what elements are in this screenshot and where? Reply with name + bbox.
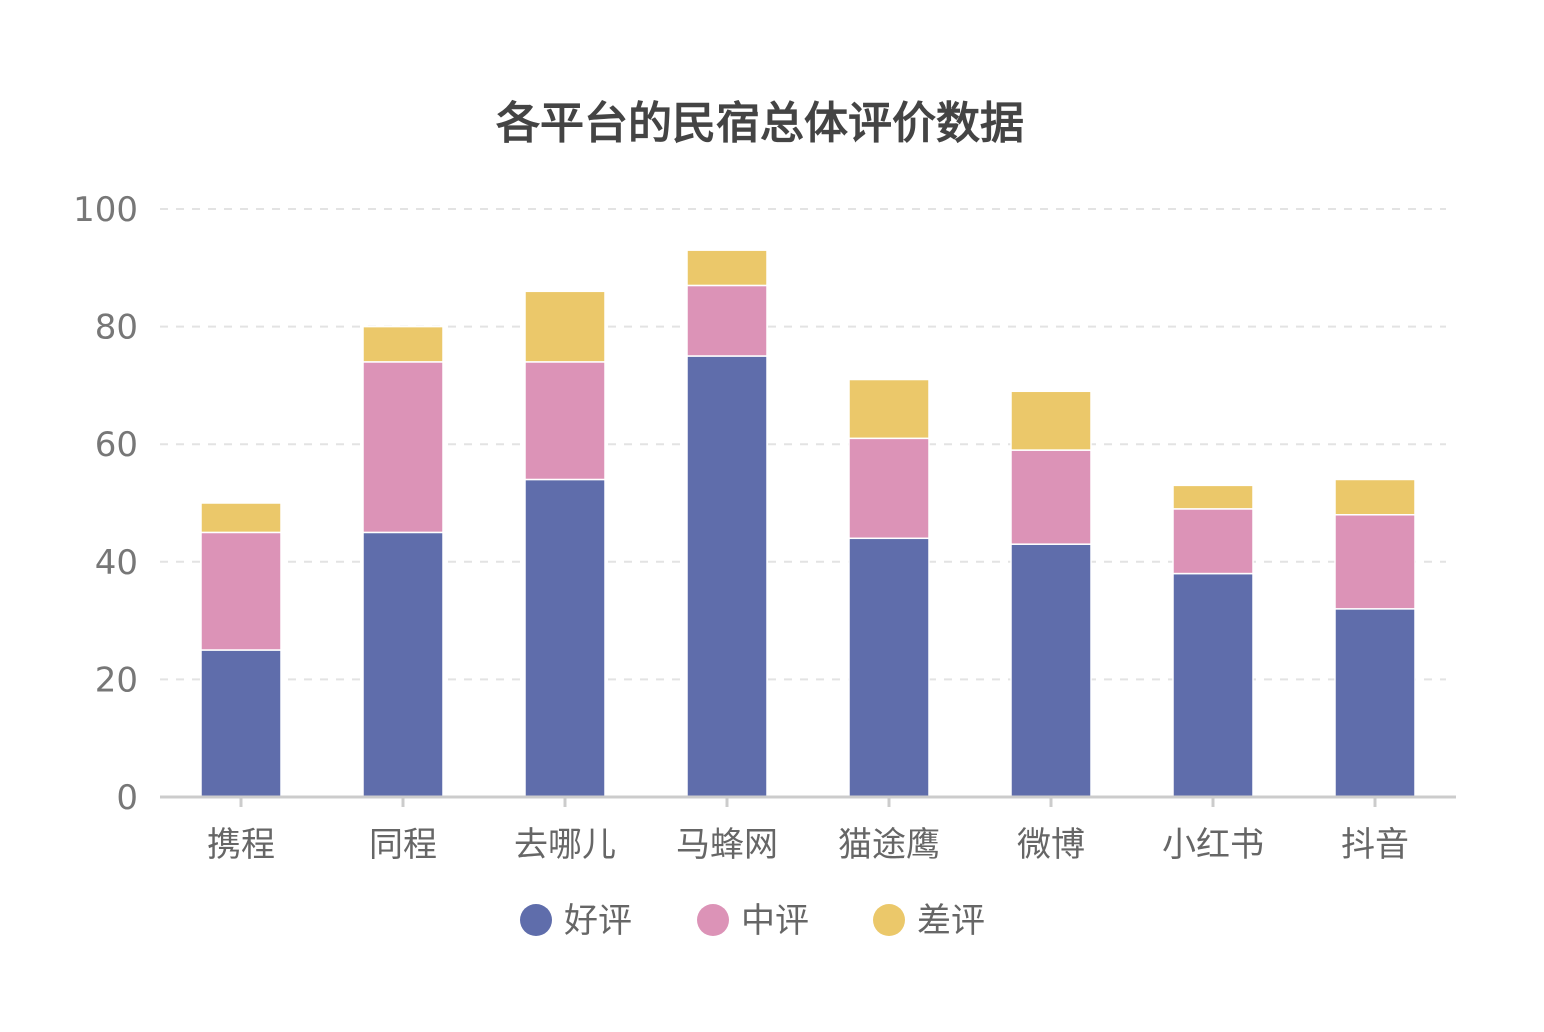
legend-label-差评: 差评: [917, 901, 985, 941]
bar-segment-好评-猫途鹰: [848, 537, 930, 798]
x-axis-ticks: 携程 同程 去哪儿 马蜂网 猫途鹰 微博 小红书 抖音: [207, 797, 1409, 865]
bar-segment-中评-小红书: [1172, 508, 1254, 575]
y-tick-label: 20: [95, 660, 138, 700]
x-tick-label: 小红书: [1162, 825, 1264, 865]
bar-segment-好评-携程: [200, 649, 282, 798]
x-tick-label: 马蜂网: [676, 825, 778, 865]
bar-segment-中评-携程: [200, 531, 282, 651]
chart-title: 各平台的民宿总体评价数据: [496, 98, 1024, 149]
bar-segment-中评-同程: [362, 361, 444, 534]
legend-label-中评: 中评: [741, 901, 809, 941]
y-tick-label: 60: [95, 425, 138, 465]
bar-segment-好评-微博: [1010, 543, 1092, 798]
bar-segment-好评-去哪儿: [524, 478, 606, 798]
legend-swatch-差评: [873, 904, 905, 936]
bar-segment-好评-抖音: [1334, 608, 1416, 798]
x-tick-label: 猫途鹰: [838, 825, 940, 865]
bar-segment-中评-去哪儿: [524, 361, 606, 481]
x-tick-label: 同程: [369, 825, 437, 865]
bar-segment-差评-猫途鹰: [848, 378, 930, 440]
legend-swatch-好评: [520, 904, 552, 936]
bar-segment-差评-抖音: [1334, 478, 1416, 516]
bar-segment-差评-小红书: [1172, 484, 1254, 510]
bar-segment-差评-同程: [362, 325, 444, 363]
bar-segment-差评-携程: [200, 502, 282, 534]
x-tick-label: 携程: [207, 825, 275, 865]
bar-segment-中评-猫途鹰: [848, 437, 930, 540]
bar-segment-中评-抖音: [1334, 514, 1416, 610]
legend-label-好评: 好评: [564, 901, 632, 941]
bar-segment-差评-去哪儿: [524, 290, 606, 363]
bars: [200, 249, 1416, 798]
y-axis-ticks: 0 20 40 60 80 100: [73, 190, 138, 818]
x-tick-label: 抖音: [1341, 825, 1409, 865]
y-tick-label: 40: [95, 543, 138, 583]
x-tick-label: 去哪儿: [514, 825, 616, 865]
bar-segment-好评-小红书: [1172, 572, 1254, 798]
bar-segment-中评-马蜂网: [686, 284, 768, 357]
x-tick-label: 微博: [1017, 825, 1085, 865]
bar-segment-好评-同程: [362, 531, 444, 798]
bar-segment-好评-马蜂网: [686, 355, 768, 798]
y-tick-label: 100: [73, 190, 138, 230]
legend: 好评 中评 差评: [520, 901, 985, 941]
y-tick-label: 80: [95, 308, 138, 348]
legend-swatch-中评: [697, 904, 729, 936]
bar-segment-差评-微博: [1010, 390, 1092, 451]
y-tick-label: 0: [116, 778, 138, 818]
bar-segment-中评-微博: [1010, 449, 1092, 545]
bar-segment-差评-马蜂网: [686, 249, 768, 287]
